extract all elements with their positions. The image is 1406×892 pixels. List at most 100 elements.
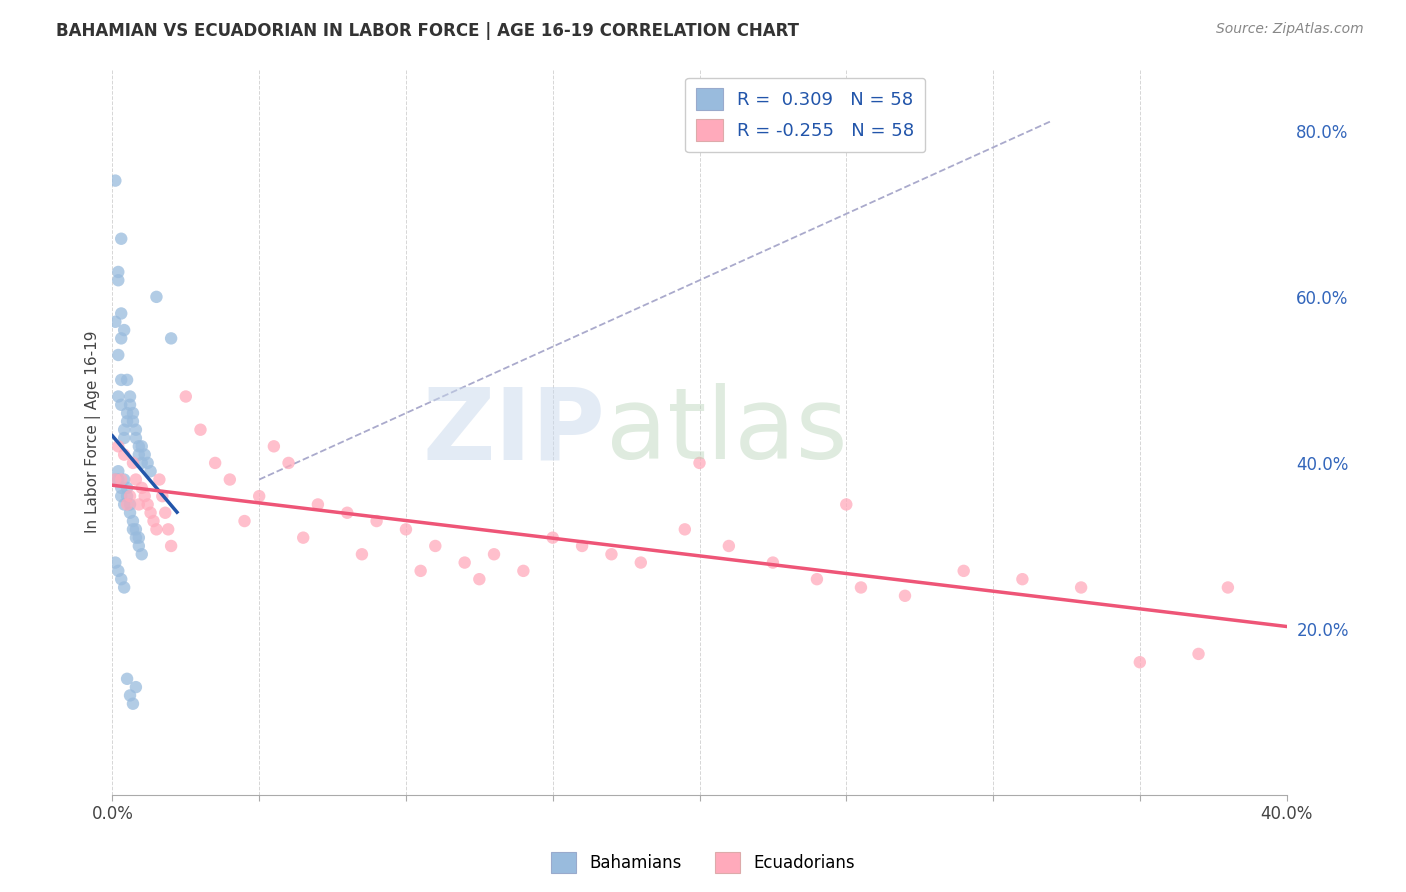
Point [160,539,183,553]
Point [673,522,696,536]
Point [350,547,373,561]
Point [115,672,138,686]
Point [277,456,299,470]
Point [118,506,141,520]
Point [104,556,127,570]
Point [110,232,132,246]
Point [1011,572,1033,586]
Point [150,489,173,503]
Point [112,448,135,462]
Point [134,489,156,503]
Point [115,406,138,420]
Point [125,680,148,694]
Point [110,306,132,320]
Point [541,531,564,545]
Point [104,173,127,187]
Point [689,456,711,470]
Point [112,498,135,512]
Point [112,431,135,445]
Point [110,373,132,387]
Point [115,481,138,495]
Point [118,489,141,503]
Point [128,448,150,462]
Point [110,489,132,503]
Point [190,423,212,437]
Point [107,464,129,478]
Point [806,572,828,586]
Legend: R =  0.309   N = 58, R = -0.255   N = 58: R = 0.309 N = 58, R = -0.255 N = 58 [685,78,925,153]
Point [600,547,623,561]
Point [107,473,129,487]
Point [110,481,132,495]
Text: atlas: atlas [606,384,848,480]
Point [142,514,165,528]
Point [125,473,148,487]
Text: Source: ZipAtlas.com: Source: ZipAtlas.com [1216,22,1364,37]
Point [136,498,159,512]
Point [482,547,505,561]
Point [122,456,145,470]
Point [160,331,183,345]
Point [218,473,240,487]
Point [110,331,132,345]
Point [125,431,148,445]
Point [136,456,159,470]
Point [425,539,447,553]
Point [131,439,153,453]
Point [409,564,432,578]
Point [148,473,170,487]
Point [115,489,138,503]
Point [1216,581,1239,595]
Point [112,423,135,437]
Point [122,406,145,420]
Point [128,498,150,512]
Point [112,323,135,337]
Point [131,481,153,495]
Point [122,697,145,711]
Point [131,547,153,561]
Point [247,489,270,503]
Point [571,539,593,553]
Point [110,572,132,586]
Point [107,564,129,578]
Point [107,273,129,287]
Point [145,522,167,536]
Point [131,456,153,470]
Point [122,522,145,536]
Text: BAHAMIAN VS ECUADORIAN IN LABOR FORCE | AGE 16-19 CORRELATION CHART: BAHAMIAN VS ECUADORIAN IN LABOR FORCE | … [56,22,799,40]
Point [112,473,135,487]
Point [128,439,150,453]
Point [107,390,129,404]
Point [104,315,127,329]
Point [952,564,974,578]
Point [292,531,315,545]
Point [233,514,256,528]
Point [468,572,491,586]
Point [107,265,129,279]
Point [107,439,129,453]
Point [115,498,138,512]
Point [395,522,418,536]
Point [155,506,177,520]
Point [122,414,145,428]
Text: ZIP: ZIP [423,384,606,480]
Y-axis label: In Labor Force | Age 16-19: In Labor Force | Age 16-19 [86,331,101,533]
Point [630,556,652,570]
Point [118,398,141,412]
Point [894,589,917,603]
Point [134,448,156,462]
Point [145,290,167,304]
Point [717,539,740,553]
Point [115,373,138,387]
Point [204,456,226,470]
Point [110,473,132,487]
Point [118,390,141,404]
Point [128,531,150,545]
Point [107,348,129,362]
Point [849,581,872,595]
Point [128,539,150,553]
Point [307,498,329,512]
Point [512,564,534,578]
Point [125,531,148,545]
Legend: Bahamians, Ecuadorians: Bahamians, Ecuadorians [544,846,862,880]
